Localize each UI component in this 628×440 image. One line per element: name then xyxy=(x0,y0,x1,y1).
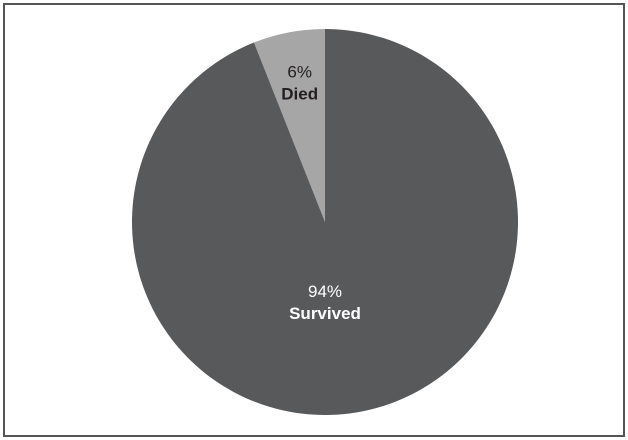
pie-slice-survived xyxy=(132,29,518,415)
slice-percent-survived: 94% xyxy=(308,282,342,301)
pie-slice-died xyxy=(253,29,325,222)
pie-slices xyxy=(132,29,518,415)
pie-labels: 6% Died 94% Survived xyxy=(281,62,361,323)
slice-percent-died: 6% xyxy=(287,62,312,81)
slice-label-died: Died xyxy=(281,84,318,103)
slice-label-survived: Survived xyxy=(289,304,361,323)
